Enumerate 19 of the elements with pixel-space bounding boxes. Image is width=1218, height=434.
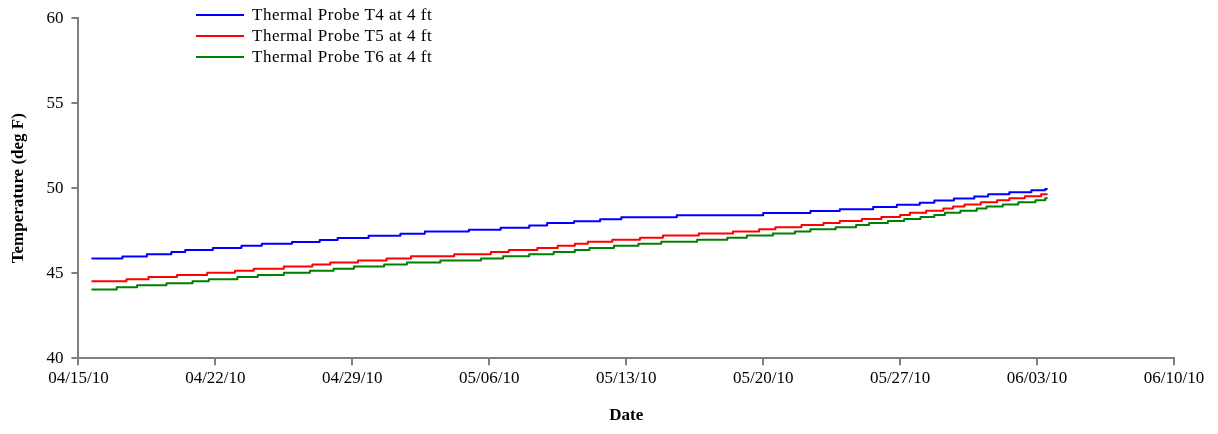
legend-label: Thermal Probe T4 at 4 ft — [252, 4, 433, 25]
x-tick-label: 04/15/10 — [48, 367, 109, 387]
y-tick-label: 55 — [46, 92, 64, 112]
legend-label: Thermal Probe T6 at 4 ft — [252, 46, 433, 67]
x-tick-label: 04/29/10 — [322, 367, 383, 387]
x-tick-label: 05/27/10 — [869, 367, 931, 387]
y-tick-label: 50 — [46, 177, 64, 197]
x-tick-label: 05/06/10 — [459, 367, 520, 387]
y-tick-label: 60 — [46, 7, 64, 27]
legend-label: Thermal Probe T5 at 4 ft — [252, 25, 433, 46]
x-tick-label: 05/13/10 — [595, 367, 657, 387]
y-axis-title: Temperature (deg F) — [7, 113, 27, 264]
y-tick-label: 45 — [46, 262, 64, 282]
x-axis-title: Date — [609, 405, 644, 425]
x-tick-label: 06/10/10 — [1143, 367, 1205, 387]
y-tick-label: 40 — [46, 347, 64, 367]
x-tick-label: 06/03/10 — [1006, 367, 1068, 387]
x-tick-label: 04/22/10 — [185, 367, 246, 387]
x-tick-label: 05/20/10 — [732, 367, 794, 387]
